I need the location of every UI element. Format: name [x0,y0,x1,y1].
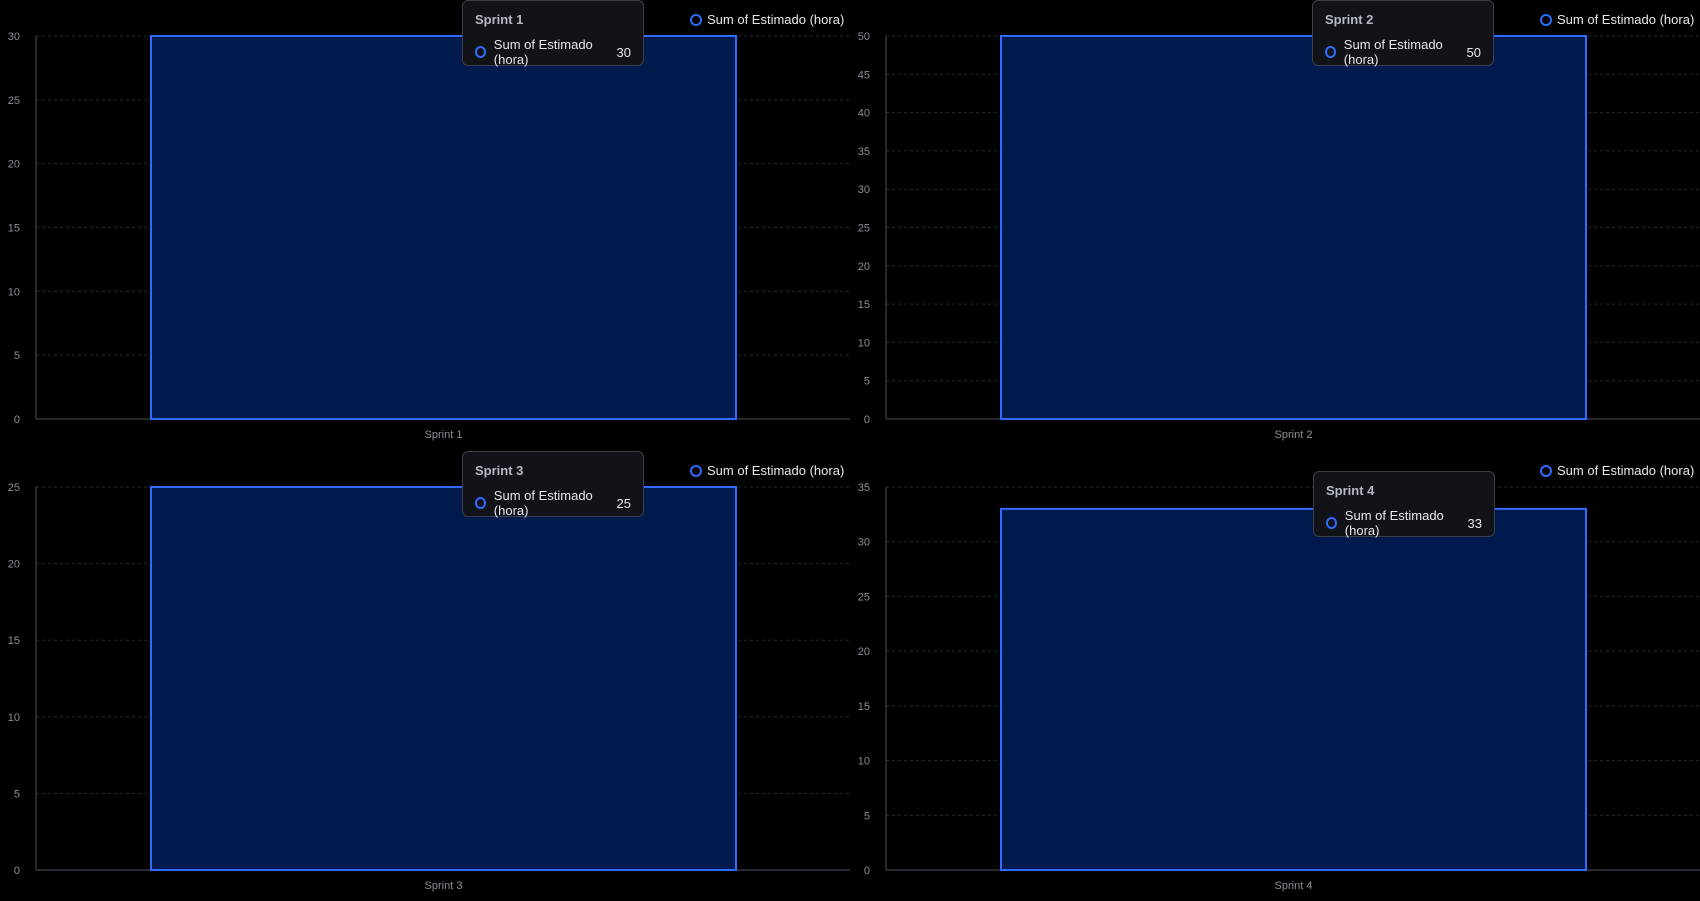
legend-label: Sum of Estimado (hora) [707,463,845,478]
tooltip-series-label: Sum of Estimado (hora) [1343,37,1443,67]
bar [1000,507,1587,872]
y-tick-label: 15 [858,299,870,311]
y-tick-label: 20 [8,159,20,171]
x-tick-label: Sprint 1 [425,429,463,441]
legend-label: Sum of Estimado (hora) [1557,463,1695,478]
tooltip-title: Sprint 3 [475,463,524,478]
legend-circle-icon [690,464,702,477]
y-tick-label: 0 [864,414,870,426]
legend-circle-icon [1540,464,1552,477]
bar [1000,35,1587,420]
y-tick-label: 15 [8,223,20,235]
legend-label: Sum of Estimado (hora) [1557,12,1695,27]
y-tick-label: 15 [8,635,20,647]
legend-label: Sum of Estimado (hora) [707,12,845,27]
tooltip-series-label: Sum of Estimado (hora) [1344,508,1444,538]
y-tick-label: 5 [14,788,20,800]
y-tick-label: 25 [8,95,20,107]
chart-panel-sprint-4: 0 5 10 15 20 25 30 35 Sprint 4 Sum of Estimado (… [850,451,1700,901]
y-tick-label: 20 [858,646,870,658]
legend[interactable]: Sum of Estimado (hora) [1540,463,1694,478]
y-tick-label: 45 [858,69,870,81]
bar-chart-sprint-4: 0 5 10 15 20 25 30 35 Sprint 4 [858,482,1700,892]
tooltip-value: 30 [616,44,631,60]
chart-panel-sprint-3: 0 5 10 15 20 25 Sprint 3 Sum of Estimado (hora… [0,451,850,901]
y-tick-label: 10 [8,712,20,724]
tooltip: Sprint 3 Sum of Estimado (hora) 25 [462,451,644,518]
bar [150,35,737,420]
legend[interactable]: Sum of Estimado (hora) [690,463,844,478]
legend-circle-icon [690,13,702,26]
y-tick-label: 10 [858,756,870,768]
legend-circle-icon [1540,13,1552,26]
tooltip-circle-icon [475,497,486,509]
x-tick-label: Sprint 2 [1275,429,1313,441]
y-tick-label: 5 [14,350,20,362]
x-tick-label: Sprint 4 [1275,880,1313,892]
tooltip: Sprint 1 Sum of Estimado (hora) 30 [462,0,644,67]
y-tick-label: 10 [858,337,870,349]
chart-panel-sprint-2: 0 5 10 15 20 25 30 35 40 45 50 Sprint 2 Sum of Esti… [850,0,1700,450]
bar-chart-sprint-3: 0 5 10 15 20 25 Sprint 3 [8,482,850,892]
y-tick-label: 0 [864,865,870,877]
y-tick-label: 25 [858,591,870,603]
y-tick-label: 20 [8,559,20,571]
chart-panel-sprint-1: 0 5 10 15 20 25 30 Sprint 1 Sum of Estimado (ho… [0,0,850,450]
tooltip-series-label: Sum of Estimado (hora) [493,488,593,518]
y-tick-label: 25 [858,223,870,235]
tooltip-circle-icon [1325,46,1336,58]
tooltip-title: Sprint 1 [475,12,524,27]
tooltip: Sprint 2 Sum of Estimado (hora) 50 [1312,0,1494,67]
tooltip-value: 25 [616,495,631,511]
y-tick-label: 30 [858,184,870,196]
tooltip-value: 50 [1466,44,1481,60]
y-tick-label: 25 [8,482,20,494]
tooltip-circle-icon [475,46,486,58]
bar-chart-sprint-1: 0 5 10 15 20 25 30 Sprint 1 [8,31,850,441]
y-tick-label: 30 [8,31,20,43]
y-tick-label: 30 [858,537,870,549]
y-tick-label: 0 [14,414,20,426]
x-tick-label: Sprint 3 [425,880,463,892]
tooltip-title: Sprint 2 [1325,12,1374,27]
bar-chart-sprint-2: 0 5 10 15 20 25 30 35 40 45 50 Sprint 2 [858,31,1700,441]
y-tick-label: 15 [858,701,870,713]
legend[interactable]: Sum of Estimado (hora) [690,12,844,27]
legend[interactable]: Sum of Estimado (hora) [1540,12,1694,27]
tooltip-value: 33 [1467,515,1482,531]
tooltip-title: Sprint 4 [1326,483,1375,498]
y-tick-label: 50 [858,31,870,43]
y-tick-label: 5 [864,376,870,388]
y-tick-label: 0 [14,865,20,877]
y-tick-label: 10 [8,286,20,298]
y-tick-label: 5 [864,810,870,822]
tooltip: Sprint 4 Sum of Estimado (hora) 33 [1313,471,1495,538]
tooltip-series-label: Sum of Estimado (hora) [493,37,593,67]
tooltip-circle-icon [1326,517,1337,529]
bar [150,486,737,871]
y-tick-label: 20 [858,261,870,273]
y-tick-label: 35 [858,146,870,158]
y-tick-label: 35 [858,482,870,494]
y-tick-label: 40 [858,108,870,120]
